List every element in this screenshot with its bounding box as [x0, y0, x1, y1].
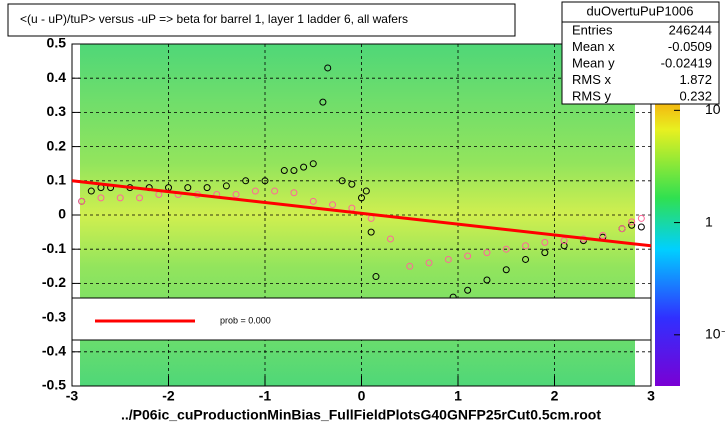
x-tick-label: -1: [259, 388, 272, 404]
data-point: [358, 194, 365, 202]
data-point: [319, 98, 327, 106]
stats-title: duOvertuPuP1006: [587, 3, 694, 18]
data-point: [290, 189, 298, 197]
x-tick-label: 1: [454, 388, 462, 404]
data-point: [232, 190, 240, 198]
data-point: [464, 252, 472, 260]
data-point: [97, 194, 105, 202]
data-point: [136, 194, 144, 202]
data-point: [280, 167, 288, 175]
data-point: [329, 201, 337, 209]
data-point: [560, 242, 568, 250]
y-tick-label: -0.5: [42, 377, 66, 393]
y-tick-label: 0.5: [47, 35, 67, 51]
y-tick-label: -0.1: [42, 240, 66, 256]
data-point: [464, 286, 472, 294]
data-point: [338, 177, 346, 185]
stats-label: Mean y: [572, 55, 615, 70]
x-tick-label: 0: [358, 388, 366, 404]
data-point: [251, 187, 259, 195]
data-point: [309, 197, 317, 205]
y-tick-label: -0.2: [42, 274, 66, 290]
y-tick-label: 0.4: [47, 69, 67, 85]
data-point: [628, 218, 636, 226]
data-point: [78, 197, 86, 205]
data-point: [483, 276, 491, 284]
x-tick-label: 3: [647, 388, 655, 404]
data-point: [541, 238, 549, 246]
stats-value: -0.02419: [661, 55, 712, 70]
y-tick-label: 0.2: [47, 137, 67, 153]
data-point: [222, 182, 230, 190]
data-point: [541, 249, 549, 257]
x-tick-label: 2: [551, 388, 559, 404]
z-tick-label: 10: [705, 101, 721, 117]
y-tick-label: 0: [58, 206, 66, 222]
data-point: [242, 177, 250, 185]
data-point: [203, 184, 211, 192]
data-point: [502, 245, 510, 253]
stats-box: [561, 1, 720, 105]
data-point: [406, 262, 414, 270]
data-point: [184, 184, 192, 192]
data-point: [599, 232, 607, 240]
stats-value: 246244: [669, 22, 712, 37]
data-point: [522, 242, 530, 250]
data-point: [425, 259, 433, 267]
legend-text: prob = 0.000: [220, 315, 271, 325]
data-point: [637, 223, 645, 231]
fit-line: [71, 179, 652, 248]
data-point: [271, 187, 279, 195]
data-point: [372, 273, 380, 281]
data-point: [367, 228, 375, 236]
data-point: [522, 255, 530, 263]
data-point: [618, 225, 626, 233]
data-point: [362, 187, 370, 195]
x-axis-label: ../P06ic_cuProductionMinBias_FullFieldPl…: [121, 407, 601, 423]
data-point: [87, 187, 95, 195]
title-box: [7, 3, 516, 37]
z-tick-label: 10⁻¹: [705, 326, 725, 342]
data-point: [483, 249, 491, 257]
stats-value: 1.872: [679, 72, 712, 87]
data-point: [309, 160, 317, 168]
y-tick-label: -0.3: [42, 308, 66, 324]
data-point: [116, 194, 124, 202]
data-point: [290, 167, 298, 175]
data-point: [348, 180, 356, 188]
y-tick-label: -0.4: [42, 343, 66, 359]
data-point: [444, 255, 452, 263]
data-point: [324, 64, 332, 72]
legend-box: [71, 297, 652, 341]
data-point: [560, 237, 568, 245]
chart-title: <(u - uP)/tuP> versus -uP => beta for ba…: [20, 12, 408, 26]
data-point: [300, 163, 308, 171]
stats-label: RMS y: [572, 88, 612, 103]
x-tick-label: -3: [66, 388, 79, 404]
data-point: [628, 221, 636, 229]
y-tick-label: 0.3: [47, 103, 67, 119]
stats-value: -0.0509: [668, 39, 712, 54]
x-tick-label: -2: [162, 388, 175, 404]
data-point: [386, 235, 394, 243]
data-point: [261, 177, 269, 185]
stats-label: RMS x: [572, 72, 612, 87]
z-tick-label: 1: [705, 213, 713, 229]
y-tick-label: 0.1: [47, 172, 67, 188]
stats-value: 0.232: [679, 88, 712, 103]
stats-label: Mean x: [572, 39, 615, 54]
data-point: [637, 214, 645, 222]
stats-label: Entries: [572, 22, 613, 37]
data-point: [502, 266, 510, 274]
